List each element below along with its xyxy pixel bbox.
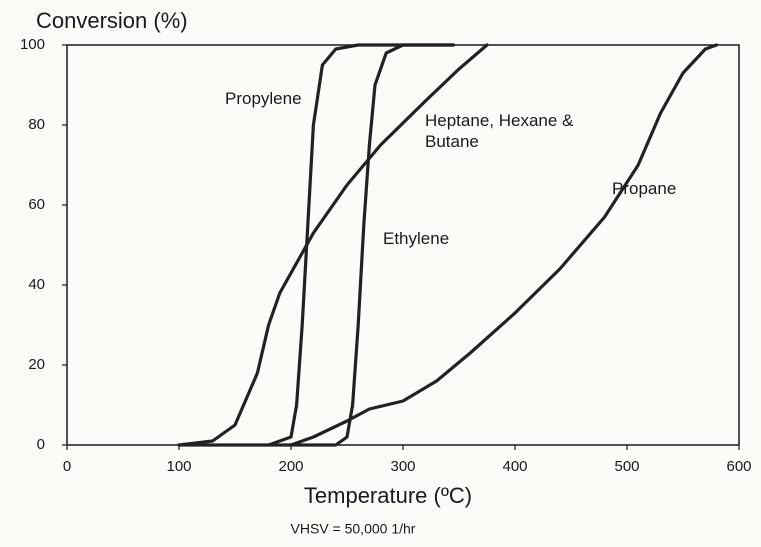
x-axis-label: Temperature (ºC) — [304, 483, 472, 508]
series-label: Propylene — [225, 89, 302, 108]
series-line — [289, 43, 719, 447]
y-tick-label: 80 — [28, 116, 45, 133]
y-tick-label: 60 — [28, 196, 45, 213]
y-tick-label: 100 — [20, 36, 45, 53]
series-line — [177, 43, 489, 447]
x-tick-label: 600 — [726, 458, 751, 475]
x-tick-label: 500 — [614, 458, 639, 475]
x-tick-label: 0 — [63, 458, 71, 475]
series-line — [177, 43, 455, 447]
x-tick-label: 100 — [166, 458, 191, 475]
y-tick-label: 20 — [28, 356, 45, 373]
x-tick-label: 400 — [502, 458, 527, 475]
x-tick-label: 300 — [390, 458, 415, 475]
series-label: Ethylene — [383, 229, 450, 248]
subtitle: VHSV = 50,000 1/hr — [291, 521, 416, 537]
chart-title: Conversion (%) — [36, 8, 188, 33]
x-tick-label: 200 — [278, 458, 303, 475]
series-label: Propane — [612, 179, 677, 198]
series-line — [267, 43, 455, 447]
y-tick-label: 40 — [28, 276, 45, 293]
series-label: Heptane, Hexane & Butane — [425, 111, 574, 151]
y-tick-label: 0 — [37, 436, 45, 453]
